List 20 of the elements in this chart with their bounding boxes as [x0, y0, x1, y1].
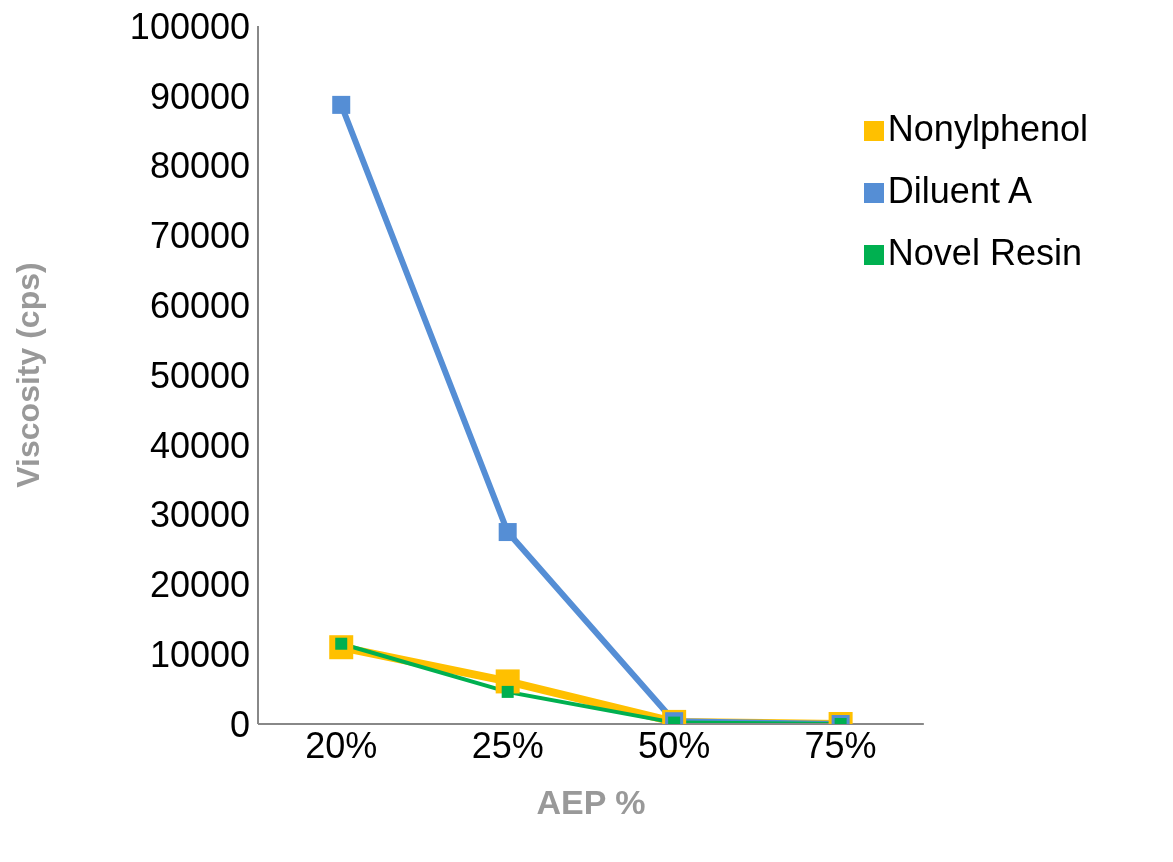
x-tick-label: 75% — [804, 724, 877, 766]
y-tick-label: 80000 — [149, 145, 250, 187]
legend-label: Nonylphenol — [887, 108, 1088, 149]
y-tick-label: 40000 — [149, 424, 250, 466]
x-tick-label: 25% — [471, 724, 544, 766]
y-tick-label: 20000 — [149, 564, 250, 606]
x-axis-title: AEP % — [536, 783, 646, 821]
y-axis-title: Viscosity (cps) — [10, 262, 47, 488]
y-tick-label: 70000 — [149, 215, 250, 257]
y-tick-label: 50000 — [149, 354, 250, 396]
y-tick-label: 30000 — [149, 494, 250, 536]
legend-label: Novel Resin — [887, 232, 1082, 273]
x-tick-label: 20% — [305, 724, 378, 766]
y-tick-label: 90000 — [149, 75, 250, 117]
y-tick-label: 10000 — [149, 633, 250, 675]
x-tick-label: 50% — [638, 724, 711, 766]
y-tick-label: 100000 — [129, 5, 250, 47]
legend-label: Diluent A — [887, 170, 1032, 211]
y-tick-label: 60000 — [149, 284, 250, 326]
y-tick-label: 0 — [229, 703, 250, 745]
